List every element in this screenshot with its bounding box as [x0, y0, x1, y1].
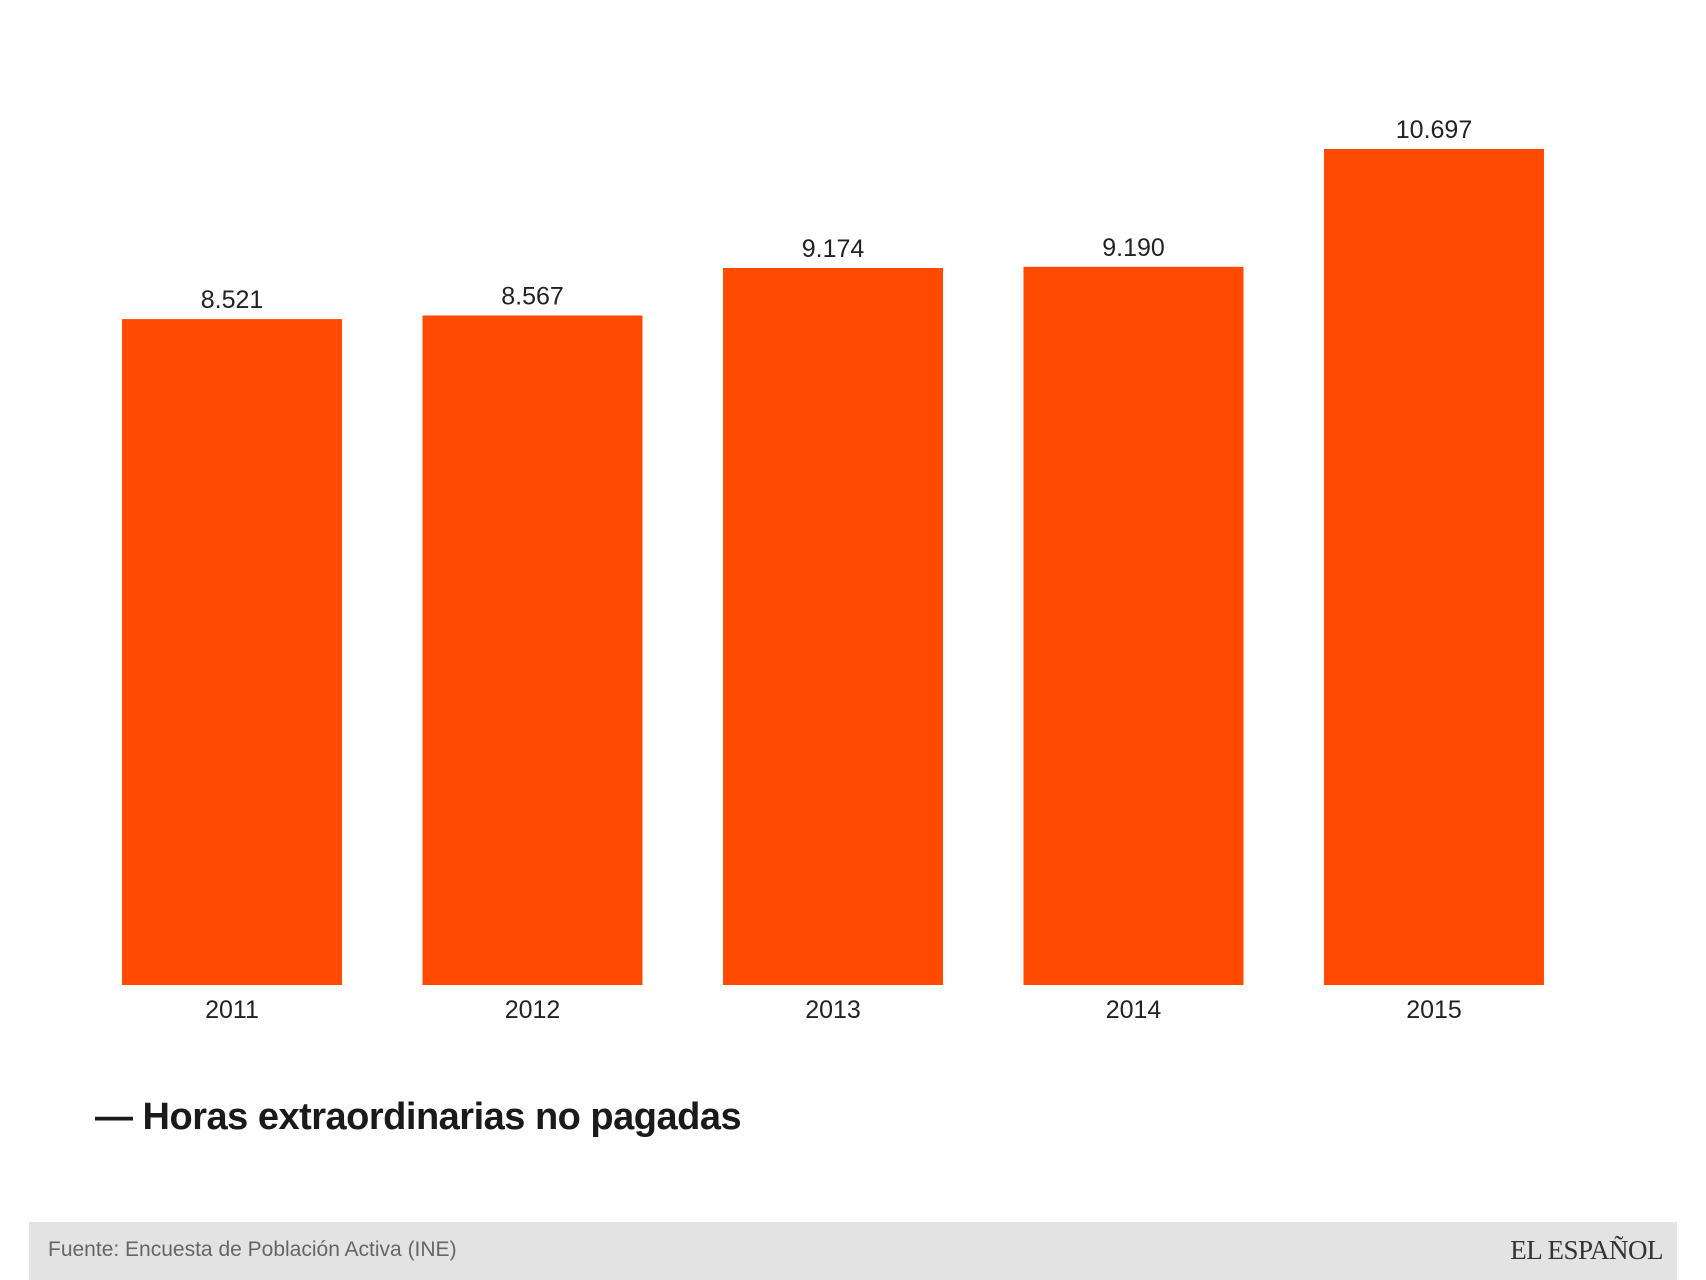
bar-2012 — [422, 315, 643, 985]
bars-group — [122, 149, 1544, 986]
value-label-2014: 9.190 — [1102, 234, 1165, 262]
source-note: Fuente: Encuesta de Población Activa (IN… — [48, 1238, 457, 1261]
x-tick-label-2015: 2015 — [1406, 996, 1462, 1024]
x-tick-label-2013: 2013 — [805, 996, 861, 1024]
bar-2014 — [1023, 266, 1244, 985]
value-label-2013: 9.174 — [802, 235, 865, 263]
bar-2013 — [723, 268, 943, 985]
footer-bar: Fuente: Encuesta de Población Activa (IN… — [29, 1222, 1677, 1280]
bar-2015 — [1324, 149, 1544, 985]
legend-entry: — Horas extraordinarias no pagadas — [95, 1096, 742, 1138]
x-tick-label-2014: 2014 — [1106, 996, 1162, 1024]
value-label-2012: 8.567 — [501, 283, 564, 311]
value-labels-group: 8.521 8.567 9.174 9.190 10.697 — [201, 116, 1473, 314]
x-tick-label-2011: 2011 — [205, 996, 259, 1024]
value-label-2015: 10.697 — [1396, 116, 1472, 144]
brand-logo: EL ESPAÑOL — [1510, 1235, 1663, 1265]
bar-2011 — [122, 319, 342, 986]
x-tick-label-2012: 2012 — [505, 996, 561, 1024]
value-label-2011: 8.521 — [201, 286, 264, 314]
x-tick-labels-group: 2011 2012 2013 2014 2015 — [205, 996, 1462, 1024]
